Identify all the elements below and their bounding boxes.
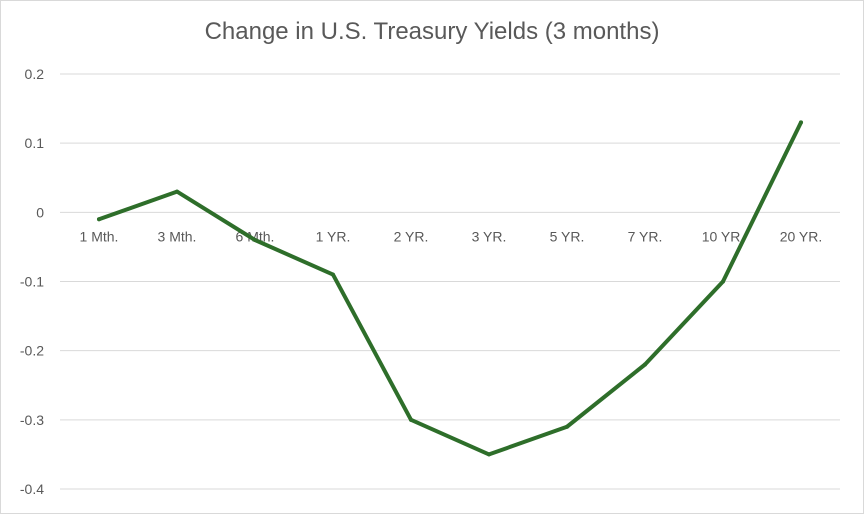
x-tick-label: 3 Mth.	[158, 228, 197, 244]
data-point	[175, 189, 179, 194]
x-tick-label: 7 YR.	[628, 228, 663, 244]
data-point	[97, 217, 101, 222]
x-axis-ticks: 1 Mth. 3 Mth. 6 Mth. 1 YR. 2 YR. 3 YR. 5 YR. 7 …	[80, 228, 823, 244]
x-tick-label: 3 YR.	[472, 228, 507, 244]
y-tick-label: 0.1	[25, 135, 45, 151]
x-tick-label: 1 Mth.	[80, 228, 119, 244]
gridlines	[60, 73, 840, 490]
x-tick-label: 2 YR.	[394, 228, 429, 244]
y-tick-label: -0.3	[20, 412, 44, 428]
data-point	[721, 279, 725, 284]
data-point	[253, 238, 257, 242]
data-point	[331, 272, 335, 277]
y-axis-ticks: 0.2 0.1 0 -0.1 -0.2 -0.3 -0.4	[20, 66, 44, 497]
chart-title: Change in U.S. Treasury Yields (3 months…	[204, 18, 660, 45]
data-point	[487, 452, 491, 457]
series-line	[97, 120, 803, 457]
data-point	[799, 120, 803, 125]
data-point	[565, 424, 569, 429]
series-layer	[97, 120, 803, 457]
y-tick-label: 0	[36, 204, 44, 220]
data-point	[409, 417, 413, 422]
y-tick-label: -0.2	[20, 343, 44, 359]
y-tick-label: 0.2	[25, 66, 45, 82]
y-tick-label: -0.1	[20, 274, 44, 290]
x-tick-label: 10 YR.	[702, 228, 745, 244]
x-tick-label: 20 YR.	[780, 228, 823, 244]
y-tick-label: -0.4	[20, 481, 44, 497]
data-point	[643, 362, 647, 367]
x-tick-label: 5 YR.	[550, 228, 585, 244]
x-tick-label: 1 YR.	[316, 228, 351, 244]
